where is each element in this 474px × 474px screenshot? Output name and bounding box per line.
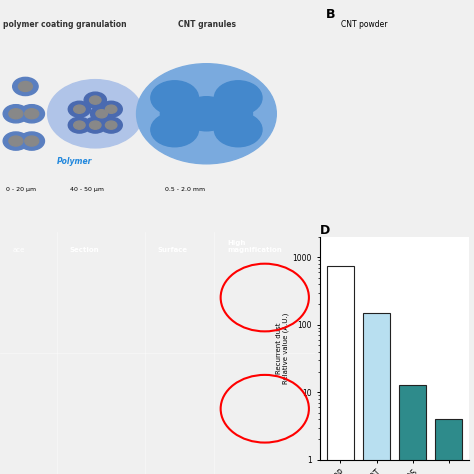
Bar <box>363 313 390 474</box>
Text: CNT powder: CNT powder <box>341 20 388 29</box>
Circle shape <box>214 113 262 147</box>
Circle shape <box>18 82 32 91</box>
Text: B: B <box>326 8 335 21</box>
Text: Polymer: Polymer <box>57 157 92 166</box>
Circle shape <box>19 132 45 150</box>
Circle shape <box>160 97 208 131</box>
Circle shape <box>9 136 23 146</box>
Text: Surface: Surface <box>157 246 188 253</box>
Circle shape <box>214 81 262 115</box>
Text: 0.5 - 2.0 mm: 0.5 - 2.0 mm <box>165 187 205 192</box>
Circle shape <box>84 92 106 108</box>
Circle shape <box>151 81 199 115</box>
Circle shape <box>47 80 143 148</box>
Bar <box>327 266 354 474</box>
Text: CNT granules: CNT granules <box>178 20 236 29</box>
Circle shape <box>3 132 28 150</box>
Circle shape <box>137 64 276 164</box>
Circle shape <box>205 97 253 131</box>
Circle shape <box>105 121 117 129</box>
Circle shape <box>100 101 122 117</box>
Text: 40 - 50 μm: 40 - 50 μm <box>70 187 104 192</box>
Circle shape <box>19 105 45 123</box>
Circle shape <box>73 121 85 129</box>
Circle shape <box>25 136 39 146</box>
Circle shape <box>100 117 122 133</box>
Text: High
magnification: High magnification <box>227 239 282 253</box>
Circle shape <box>9 109 23 119</box>
Bar <box>399 384 426 474</box>
Circle shape <box>91 106 113 122</box>
Circle shape <box>151 113 199 147</box>
Text: D: D <box>320 224 330 237</box>
Circle shape <box>68 117 91 133</box>
Text: ace: ace <box>13 246 25 253</box>
Bar <box>435 419 463 474</box>
Circle shape <box>90 96 101 104</box>
Circle shape <box>3 105 28 123</box>
Circle shape <box>182 97 230 131</box>
Circle shape <box>13 77 38 96</box>
Circle shape <box>25 109 39 119</box>
Circle shape <box>105 105 117 113</box>
Text: polymer coating granulation: polymer coating granulation <box>3 20 127 29</box>
Circle shape <box>96 109 107 118</box>
Circle shape <box>68 101 91 117</box>
Text: 0 - 20 μm: 0 - 20 μm <box>6 187 36 192</box>
Circle shape <box>90 121 101 129</box>
Y-axis label: Recurrent dust
Relative value (A.U.): Recurrent dust Relative value (A.U.) <box>276 313 290 384</box>
Circle shape <box>73 105 85 113</box>
Text: Section: Section <box>69 246 99 253</box>
Circle shape <box>84 117 106 133</box>
